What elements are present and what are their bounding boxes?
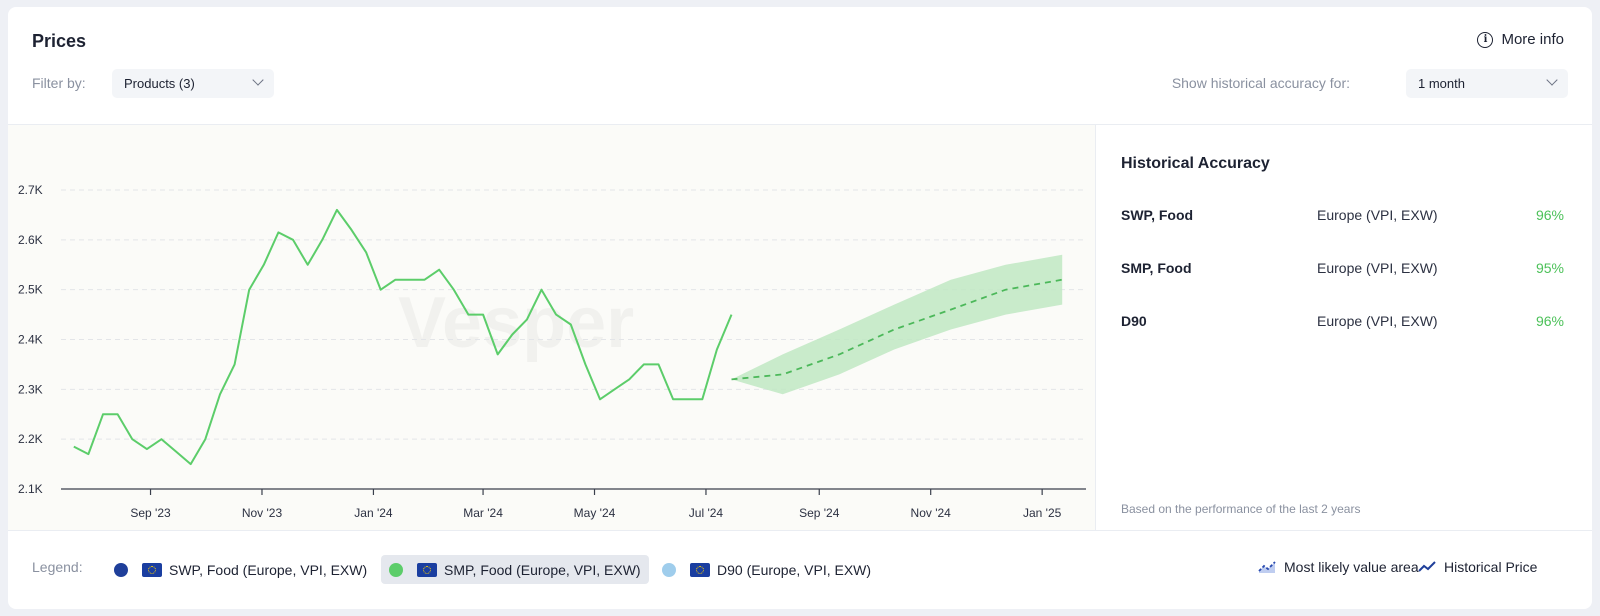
accuracy-row: SMP, Food Europe (VPI, EXW) 95% xyxy=(1121,260,1564,280)
accuracy-value: 96% xyxy=(1535,313,1564,329)
legend-item-swp[interactable]: SWP, Food (Europe, VPI, EXW) xyxy=(106,555,375,584)
accuracy-label: Show historical accuracy for: xyxy=(1171,75,1350,91)
line-chart-icon xyxy=(1418,561,1436,572)
prices-card: Prices i More info Filter by: Products (… xyxy=(8,7,1592,609)
x-tick-label: May '24 xyxy=(574,506,616,520)
accuracy-product: SWP, Food xyxy=(1121,207,1194,223)
accuracy-value: 96% xyxy=(1535,207,1564,223)
filter-label: Filter by: xyxy=(32,75,86,91)
historical-price-line xyxy=(73,208,733,466)
card-header: Prices i More info Filter by: Products (… xyxy=(8,7,1592,125)
watermark-text: Vesper xyxy=(398,283,634,363)
y-tick-label: 2.7K xyxy=(18,183,43,197)
page-title: Prices xyxy=(32,31,87,51)
accuracy-row: D90 Europe (VPI, EXW) 96% xyxy=(1121,313,1564,333)
eu-flag-icon xyxy=(690,562,710,577)
series-dot xyxy=(662,562,676,577)
products-select-value: Products (3) xyxy=(124,76,195,91)
y-tick-label: 2.2K xyxy=(18,432,43,446)
series-dot xyxy=(389,562,403,577)
chevron-down-icon xyxy=(1546,74,1558,86)
accuracy-footnote: Based on the performance of the last 2 y… xyxy=(1121,502,1361,516)
legend-most-likely-area: Most likely value area xyxy=(1258,559,1419,575)
x-tick-label: Mar '24 xyxy=(463,506,503,520)
x-tick-label: Nov '23 xyxy=(242,506,283,520)
legend-historical-price: Historical Price xyxy=(1418,559,1537,575)
accuracy-region: Europe (VPI, EXW) xyxy=(1317,313,1438,329)
accuracy-period-value: 1 month xyxy=(1418,76,1465,91)
legend-most-likely-label: Most likely value area xyxy=(1284,559,1419,575)
price-chart: Vesper 2.7K 2.6K 2.5K 2.4K 2.3K 2.2K 2.1K Sep '2… xyxy=(8,125,1096,530)
chart-legend: Legend: SWP, Food (Europe, VPI, EXW) SMP… xyxy=(8,530,1592,609)
x-tick-label: Jul '24 xyxy=(689,506,724,520)
forecast-band xyxy=(731,254,1063,395)
accuracy-title: Historical Accuracy xyxy=(1121,155,1270,172)
x-tick-label: Sep '23 xyxy=(130,506,171,520)
x-tick-label: Nov '24 xyxy=(911,506,952,520)
x-tick-label: Jan '25 xyxy=(1023,506,1062,520)
more-info-button[interactable]: i More info xyxy=(1477,31,1564,48)
y-tick-label: 2.6K xyxy=(18,233,43,247)
y-tick-label: 2.4K xyxy=(18,333,43,347)
legend-historical-label: Historical Price xyxy=(1444,559,1538,575)
chevron-down-icon xyxy=(252,74,264,86)
more-info-label: More info xyxy=(1501,31,1564,48)
area-chart-icon xyxy=(1258,561,1276,573)
legend-item-label: D90 (Europe, VPI, EXW) xyxy=(717,561,872,578)
accuracy-period-select[interactable]: 1 month xyxy=(1406,69,1568,98)
accuracy-row: SWP, Food Europe (VPI, EXW) 96% xyxy=(1121,207,1564,227)
y-tick-label: 2.1K xyxy=(18,482,43,496)
price-chart-svg: Vesper 2.7K 2.6K 2.5K 2.4K 2.3K 2.2K 2.1K Sep '2… xyxy=(18,183,1086,520)
legend-item-smp[interactable]: SMP, Food (Europe, VPI, EXW) xyxy=(381,555,649,584)
accuracy-value: 95% xyxy=(1535,260,1564,276)
legend-item-label: SWP, Food (Europe, VPI, EXW) xyxy=(169,561,368,578)
eu-flag-icon xyxy=(142,562,162,577)
accuracy-product: SMP, Food xyxy=(1121,260,1192,276)
y-tick-label: 2.3K xyxy=(18,382,43,396)
series-dot xyxy=(114,562,128,577)
accuracy-product: D90 xyxy=(1121,313,1147,329)
eu-flag-icon xyxy=(417,562,437,577)
forecast-line xyxy=(731,278,1063,381)
x-tick-label: Sep '24 xyxy=(799,506,840,520)
info-icon: i xyxy=(1477,31,1494,48)
x-tick-label: Jan '24 xyxy=(354,506,393,520)
accuracy-region: Europe (VPI, EXW) xyxy=(1317,207,1438,223)
historical-accuracy-panel: Historical Accuracy SWP, Food Europe (VP… xyxy=(1096,125,1592,530)
products-select[interactable]: Products (3) xyxy=(112,69,274,98)
legend-label: Legend: xyxy=(32,559,83,575)
y-tick-label: 2.5K xyxy=(18,283,43,297)
legend-item-d90[interactable]: D90 (Europe, VPI, EXW) xyxy=(654,555,879,584)
legend-item-label: SMP, Food (Europe, VPI, EXW) xyxy=(444,561,641,578)
accuracy-region: Europe (VPI, EXW) xyxy=(1317,260,1438,276)
